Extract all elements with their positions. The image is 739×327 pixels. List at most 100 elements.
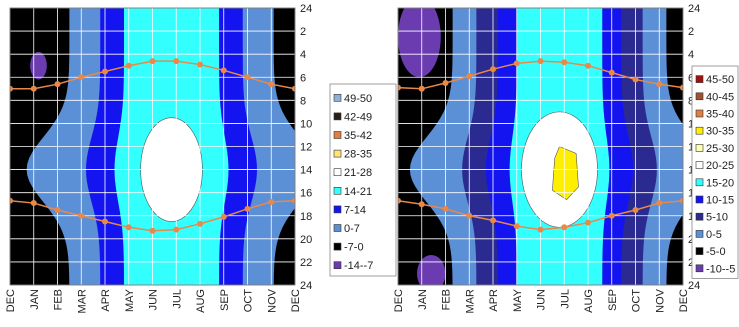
legend-swatch xyxy=(695,247,704,255)
series-marker xyxy=(680,84,683,91)
legend-label: 15-20 xyxy=(706,177,734,189)
series-marker xyxy=(102,68,108,75)
series-marker xyxy=(513,60,520,67)
legend-swatch xyxy=(695,75,704,83)
series-marker xyxy=(54,81,61,88)
y-tick-label: 24 xyxy=(688,280,700,292)
x-tick-label: APR xyxy=(488,289,500,312)
plot-frame xyxy=(397,7,684,286)
legend-label: -10--5 xyxy=(706,263,735,275)
series-marker xyxy=(292,197,295,204)
x-tick-label: MAY xyxy=(124,288,136,312)
legend-label: 21-28 xyxy=(344,167,372,179)
legend-label: 40-45 xyxy=(706,91,734,103)
x-tick-label: JUL xyxy=(559,289,571,309)
legend-swatch xyxy=(333,242,342,251)
legend-label: 35-40 xyxy=(706,109,734,121)
y-tick-label: 8 xyxy=(688,95,694,107)
series-marker xyxy=(10,85,13,92)
contour-region xyxy=(30,51,47,80)
series-marker xyxy=(125,224,132,231)
series-marker xyxy=(30,85,37,92)
series-marker xyxy=(173,226,180,233)
y-tick-label: 24 xyxy=(300,280,312,292)
y-tick-label: 16 xyxy=(300,188,312,200)
plot-frame xyxy=(9,7,296,286)
legend-swatch xyxy=(333,149,342,158)
series-marker xyxy=(442,205,449,212)
y-tick-label: 6 xyxy=(688,72,694,84)
series-marker xyxy=(54,206,61,213)
legend: 45-50 40-45 35-40 30-35 25-30 20-25 15-20 10-15… xyxy=(691,65,739,279)
y-tick-label: 2 xyxy=(688,26,694,38)
plot-area xyxy=(398,8,683,285)
legend-box xyxy=(691,65,739,279)
legend-label: 42-49 xyxy=(344,111,372,123)
series-marker xyxy=(149,58,156,65)
series-marker xyxy=(442,80,449,87)
legend-label: 14-21 xyxy=(344,186,372,198)
x-tick-label: OCT xyxy=(631,289,643,313)
legend-swatch xyxy=(333,94,342,102)
x-tick-label: AUG xyxy=(195,289,207,313)
contour-region xyxy=(552,146,579,200)
legend: 49-50 42-49 35-42 28-35 21-28 14-21 7-14 0-7 -7-… xyxy=(329,83,397,277)
x-tick-label: NOV xyxy=(266,288,278,313)
x-tick-label: DEC xyxy=(5,289,17,312)
series-marker xyxy=(561,224,568,231)
legend-swatch xyxy=(695,230,704,238)
series-marker xyxy=(197,220,203,227)
legend-swatch xyxy=(695,264,704,273)
series-marker xyxy=(632,76,639,83)
y-tick-label: 2 xyxy=(300,26,306,38)
series-marker xyxy=(125,62,132,69)
legend-label: 5-10 xyxy=(706,212,728,224)
legend-swatch xyxy=(695,161,704,169)
series-marker xyxy=(197,61,203,68)
x-tick-label: AUG xyxy=(583,289,595,313)
series-marker xyxy=(632,206,639,213)
legend-swatch xyxy=(695,109,704,118)
series-marker xyxy=(10,197,13,204)
x-tick-label: SEP xyxy=(219,289,231,311)
legend-swatch xyxy=(695,92,704,101)
series-marker xyxy=(585,219,591,226)
x-tick-label: DEC xyxy=(393,289,405,312)
legend-swatch xyxy=(695,178,704,187)
x-tick-label: OCT xyxy=(243,289,255,313)
y-tick-label: 22 xyxy=(300,257,312,269)
series-marker xyxy=(244,205,251,212)
legend-label: 7-14 xyxy=(344,204,366,216)
legend-label: 35-42 xyxy=(344,130,372,142)
series-marker xyxy=(418,201,425,208)
x-tick-label: JUN xyxy=(536,289,548,310)
y-tick-label: 24 xyxy=(688,3,700,15)
x-tick-label: FEB xyxy=(441,289,453,310)
x-tick-label: FEB xyxy=(53,289,65,310)
series-marker xyxy=(418,85,425,92)
contour-region xyxy=(398,8,441,78)
series-marker xyxy=(30,200,37,207)
series-marker xyxy=(656,81,663,88)
y-tick-label: 8 xyxy=(300,95,306,107)
y-tick-label: 20 xyxy=(300,234,312,246)
series-marker xyxy=(680,197,683,204)
y-tick-label: 10 xyxy=(300,118,312,130)
legend-label: 0-5 xyxy=(706,229,722,241)
legend-label: 45-50 xyxy=(706,74,734,86)
x-tick-label: JUL xyxy=(171,289,183,309)
legend-label: -5-0 xyxy=(706,246,726,258)
series-marker xyxy=(244,74,251,81)
legend-swatch xyxy=(695,195,704,204)
series-marker xyxy=(537,58,544,65)
series-marker xyxy=(513,223,520,230)
legend-swatch xyxy=(333,205,342,214)
series-marker xyxy=(102,218,108,225)
legend-label: 25-30 xyxy=(706,143,734,155)
series-marker xyxy=(173,58,180,65)
series-marker xyxy=(656,200,663,207)
series-marker xyxy=(608,212,615,219)
series-marker xyxy=(292,85,295,92)
legend-swatch xyxy=(695,126,704,135)
